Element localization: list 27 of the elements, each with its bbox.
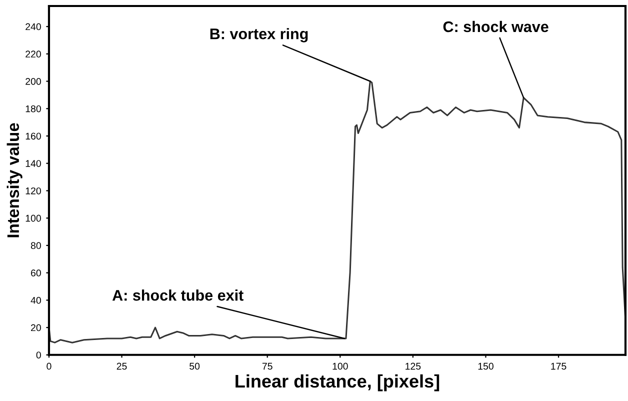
y-tick-label: 180: [26, 105, 41, 112]
y-tick-label: 80: [30, 242, 41, 250]
y-tick-label: 20: [31, 324, 41, 332]
y-tick-label: 100: [26, 214, 41, 222]
x-tick-label: 50: [190, 362, 200, 370]
x-tick-label: 175: [551, 362, 566, 370]
x-tick-label: 100: [332, 362, 348, 370]
y-tick-label: 160: [26, 132, 41, 140]
x-tick-label: 0: [46, 362, 52, 370]
line-series: [48, 80, 626, 344]
y-tick-label: 120: [26, 187, 41, 194]
annotation: B: vortex ring: [210, 28, 308, 42]
y-tick-label: 220: [26, 50, 41, 58]
y-tick-label: 240: [26, 23, 41, 30]
y-axis-title: Intensity value: [6, 123, 22, 238]
annotation: A: shock tube exit: [112, 290, 244, 301]
y-tick-label: 60: [31, 270, 41, 276]
y-tick-label: 0: [36, 352, 41, 359]
x-tick-label: 125: [406, 362, 421, 370]
annotation: C: shock wave: [443, 20, 548, 32]
y-tick-label: 200: [26, 78, 41, 85]
x-axis-title: Linear distance, [pixels]: [236, 374, 440, 392]
y-tick-label: 40: [30, 296, 41, 304]
x-tick-label: 75: [262, 362, 272, 370]
x-tick-label: 150: [478, 362, 494, 370]
y-tick-label: 140: [26, 160, 41, 167]
x-tick-label: 25: [116, 362, 127, 370]
